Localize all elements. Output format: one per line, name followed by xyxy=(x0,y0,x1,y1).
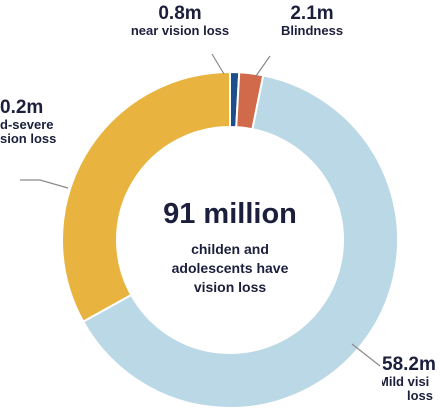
leader-near-vision xyxy=(211,53,225,75)
leader-mild xyxy=(351,343,381,367)
slice-mild xyxy=(81,74,399,409)
category-label-near-vision: near vision loss xyxy=(130,23,230,38)
category-label-blindness: Blindness xyxy=(280,23,344,38)
leader-blindness xyxy=(255,55,271,77)
center-total: 91 million xyxy=(163,198,297,230)
label-blindness: 2.1m Blindness xyxy=(262,4,362,38)
category-label-mild-1: Mild visi xyxy=(382,374,430,389)
leader-moderate-severe xyxy=(20,179,69,189)
category-label-moderate-severe-2: sion loss xyxy=(0,131,57,146)
value-label-near-vision: 0.8m xyxy=(158,3,202,24)
category-label-moderate-severe-1: d-severe xyxy=(0,117,54,132)
slice-moderate-severe xyxy=(61,70,231,324)
label-mild: 58.2m Mild visi loss xyxy=(382,355,440,403)
value-label-blindness: 2.1m xyxy=(290,3,334,24)
value-label-mild: 58.2m xyxy=(382,355,436,375)
category-label-mild-2: loss xyxy=(407,388,434,403)
label-near-vision: 0.8m near vision loss xyxy=(120,4,240,38)
label-moderate-severe: 0.2m d-severe sion loss xyxy=(0,98,68,146)
value-label-moderate-severe: 0.2m xyxy=(0,97,44,118)
center-caption: childen and adolescents have vision loss xyxy=(171,241,289,295)
